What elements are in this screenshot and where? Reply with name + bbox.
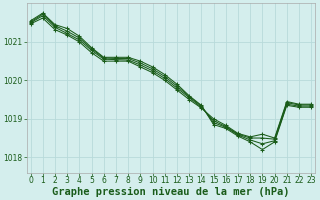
X-axis label: Graphe pression niveau de la mer (hPa): Graphe pression niveau de la mer (hPa) — [52, 186, 290, 197]
